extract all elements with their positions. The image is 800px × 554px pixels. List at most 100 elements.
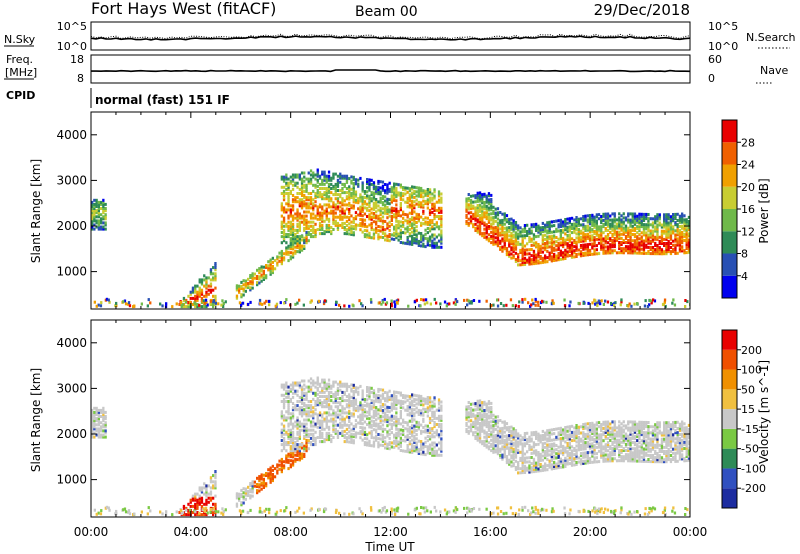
echo-cell [384,220,387,223]
echo-cell [399,234,402,238]
echo-cell [102,408,105,412]
echo-cell [298,173,301,177]
echo-cell [251,484,254,488]
echo-cell [638,223,641,226]
echo-cell [182,305,186,309]
echo-cell [420,423,423,427]
echo-cell [366,235,369,239]
echo-cell [339,201,342,205]
echo-cell [433,245,436,249]
echo-cell [305,220,308,224]
echo-cell [339,195,342,199]
echo-cell [370,223,373,227]
echo-cell [440,445,443,449]
echo-cell [411,236,414,240]
echo-cell [298,192,301,195]
echo-cell [341,399,344,403]
echo-cell [584,251,587,255]
echo-cell [276,471,279,475]
echo-cell [494,242,497,246]
echo-cell [359,195,362,199]
echo-cell [375,226,378,230]
echo-cell [147,298,150,302]
echo-cell [280,251,283,255]
echo-cell [212,305,215,309]
echo-cell [285,410,288,414]
echo-cell [332,219,335,223]
echo-cell [341,429,344,433]
echo-cell [343,213,346,217]
echo-cell [519,234,522,238]
echo-cell [368,209,371,213]
echo-cell [332,215,335,219]
echo-cell [660,225,664,229]
echo-cell [555,254,558,258]
echo-cell [437,416,441,420]
echo-cell [194,298,197,302]
echo-cell [379,388,382,392]
echo-cell [323,419,326,423]
echo-cell [566,238,569,242]
echo-cell [476,206,479,210]
echo-cell [431,427,434,431]
echo-cell [175,302,178,306]
echo-cell [251,482,254,486]
echo-cell [291,253,295,257]
echo-cell [606,224,610,228]
echo-cell [631,220,634,224]
echo-cell [325,193,328,197]
echo-cell [642,225,646,229]
echo-cell [325,411,328,415]
echo-cell [465,213,468,217]
echo-cell [569,300,572,304]
echo-cell [285,210,288,214]
echo-cell [422,419,425,423]
echo-cell [95,225,98,229]
echo-cell [207,284,210,288]
echo-cell [330,390,333,394]
echo-cell [433,204,436,208]
echo-cell [352,216,355,220]
echo-cell [323,209,326,213]
echo-cell [386,208,389,211]
echo-cell [395,182,398,186]
echo-cell [606,245,610,249]
echo-cell [209,282,213,286]
echo-cell [537,261,540,265]
echo-cell [332,417,335,421]
echo-cell [555,258,558,262]
echo-cell [368,178,371,182]
freq-tick-top: 18 [70,53,84,66]
echo-cell [348,187,351,191]
echo-cell [642,241,646,245]
echo-cell [100,410,103,414]
echo-cell [330,399,333,403]
echo-cell [384,446,387,450]
echo-cell [314,436,317,440]
echo-cell [667,231,670,235]
echo-cell [309,441,313,444]
echo-cell [294,235,297,239]
echo-cell [372,187,376,191]
echo-cell [312,432,315,436]
echo-cell [240,501,243,505]
echo-cell [316,189,319,192]
echo-cell [417,213,420,217]
echo-cell [440,414,443,418]
echo-cell [305,218,308,222]
echo-cell [651,221,655,225]
echo-cell [316,388,319,392]
echo-cell [191,288,195,292]
echo-cell [564,228,567,232]
echo-cell [431,196,434,200]
echo-cell [305,233,308,236]
echo-cell [413,418,416,422]
echo-cell [377,188,380,192]
echo-cell [368,409,371,412]
echo-cell [413,436,416,440]
echo-cell [291,447,295,451]
echo-cell [279,301,282,305]
echo-cell [325,187,328,190]
echo-cell [597,233,601,237]
echo-cell [309,220,313,224]
